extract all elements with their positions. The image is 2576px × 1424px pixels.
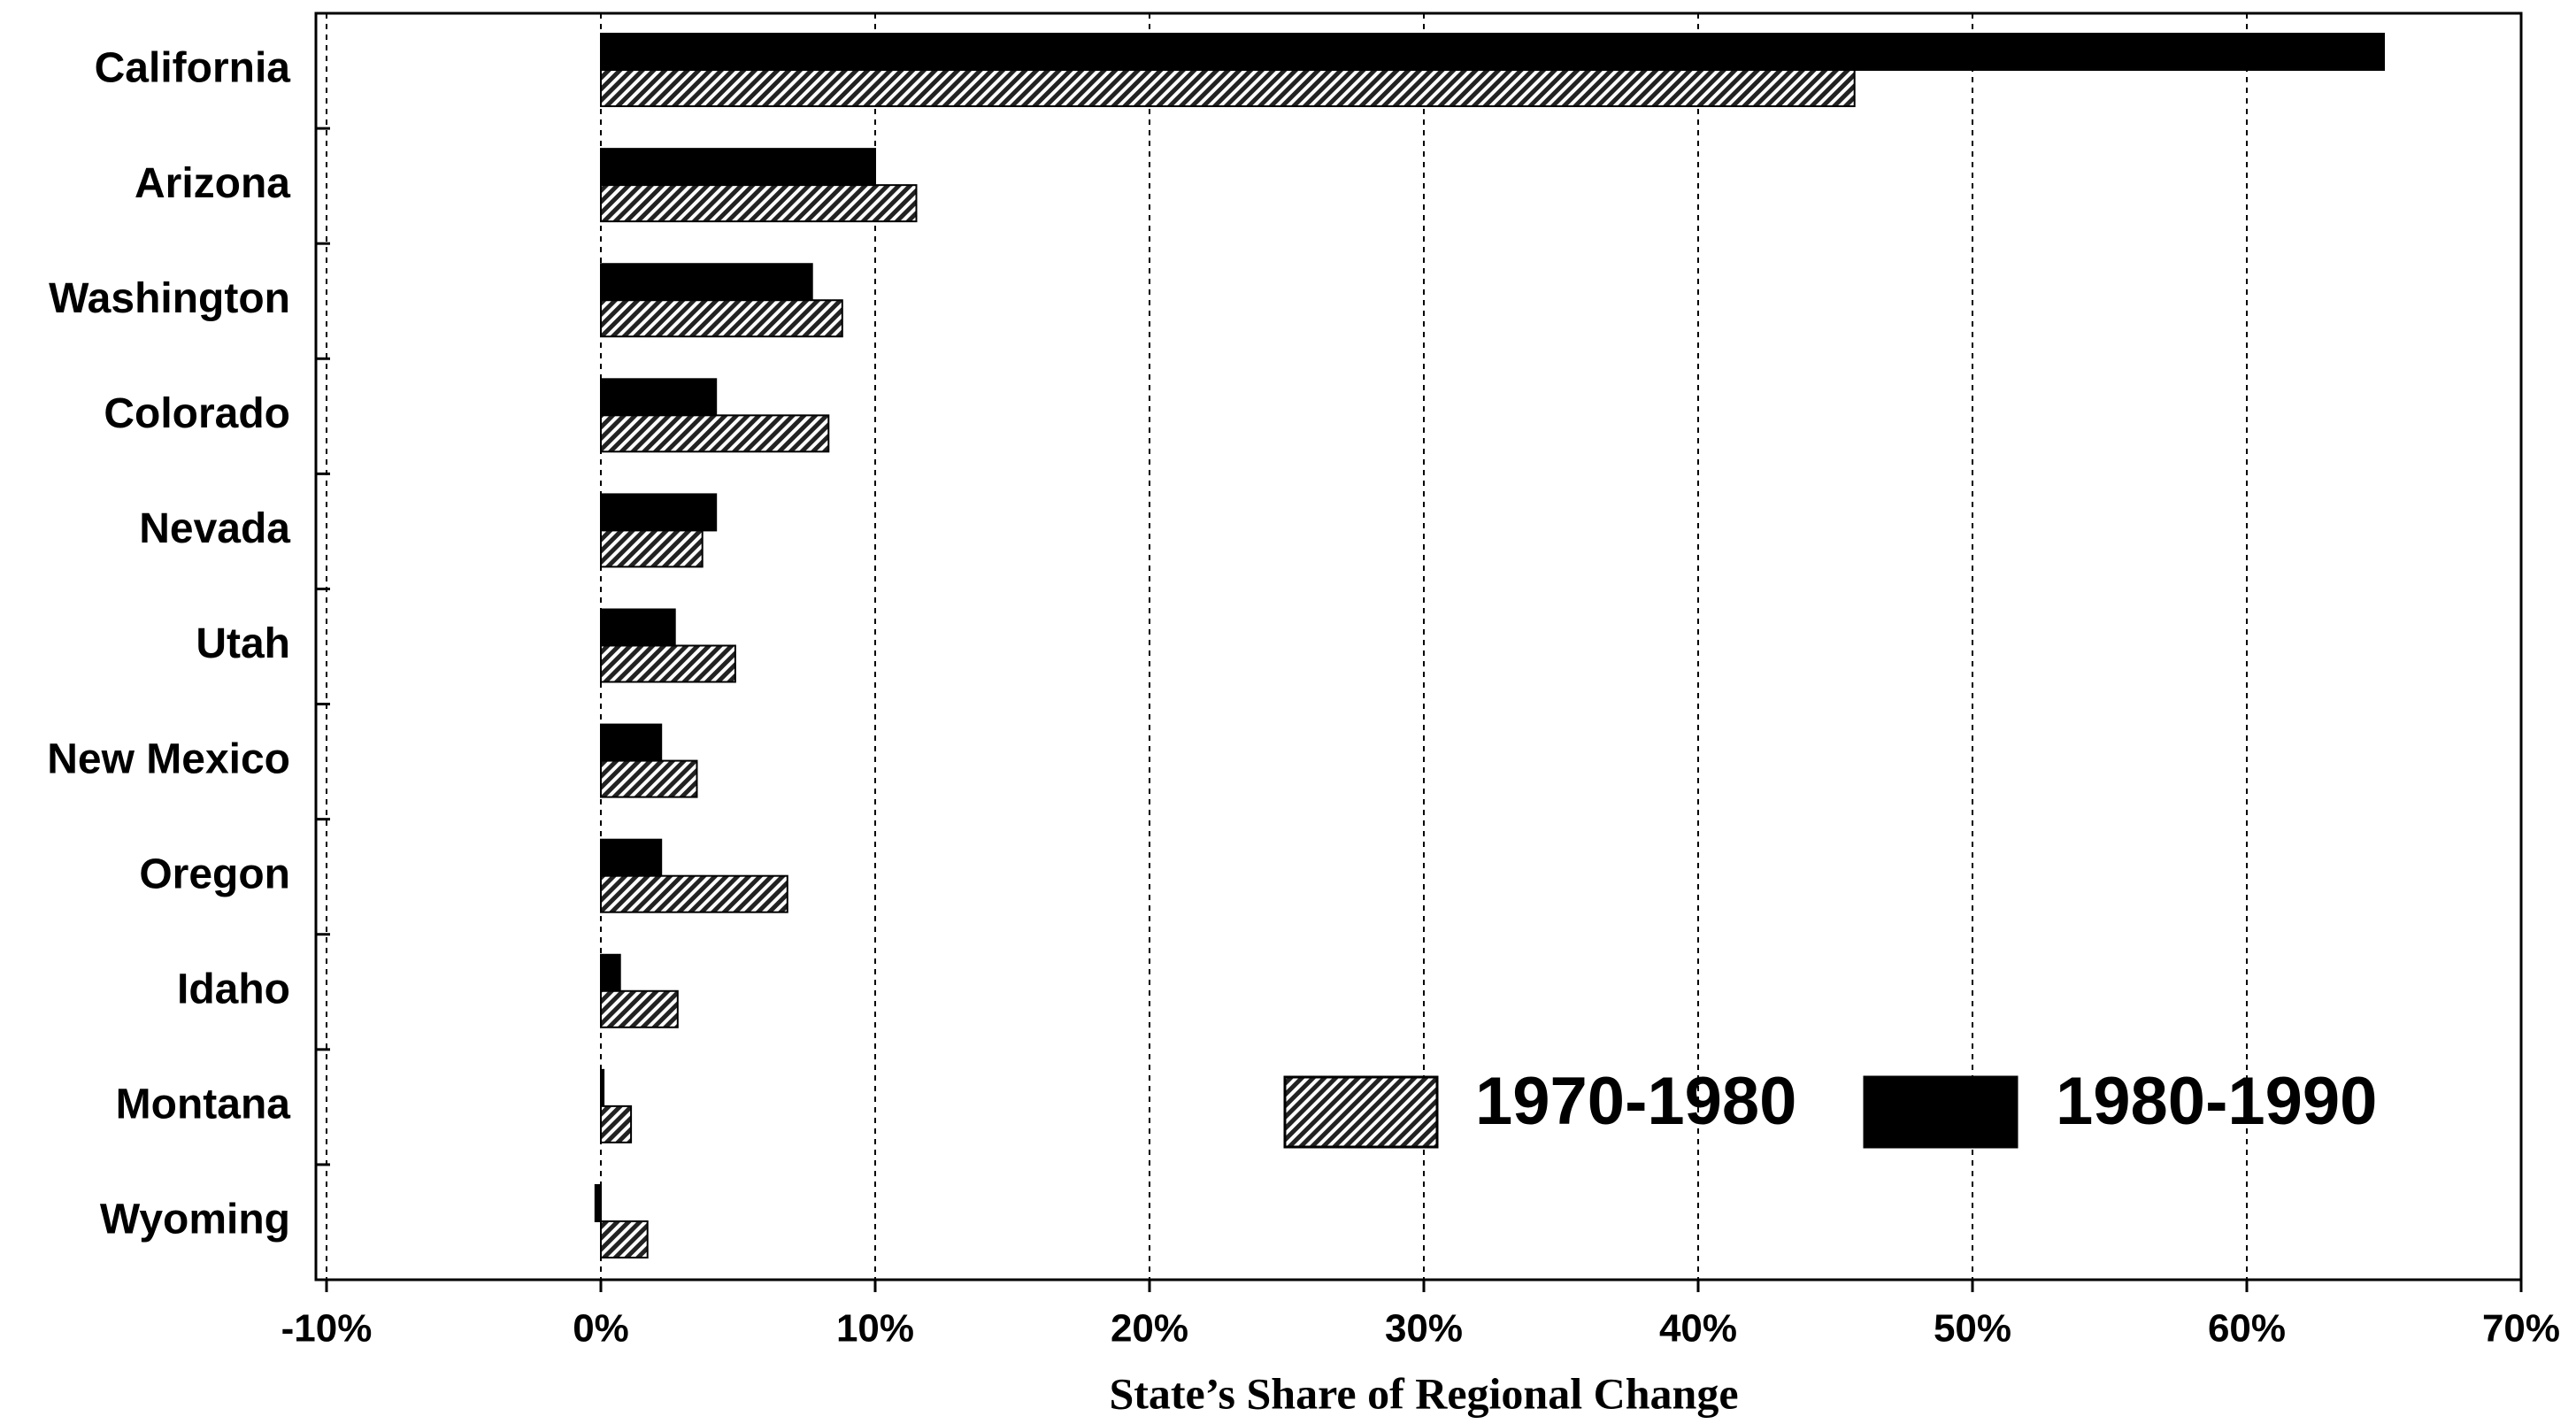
- bar: [600, 1068, 605, 1107]
- y-tick-label: California: [95, 45, 291, 92]
- y-tick-label: Utah: [196, 620, 290, 667]
- plot-frame: [314, 12, 2523, 1282]
- y-tick-label: New Mexico: [47, 735, 290, 782]
- x-tick-label: 40%: [1659, 1307, 1737, 1351]
- bar: [594, 1183, 602, 1222]
- bar: [600, 378, 718, 417]
- x-tick-label: 30%: [1385, 1307, 1463, 1351]
- legend-swatch: [1283, 1075, 1439, 1149]
- bar: [600, 148, 876, 187]
- bar: [600, 608, 676, 647]
- x-tick-label: 0%: [573, 1307, 629, 1351]
- bar: [600, 1220, 649, 1259]
- x-tick-label: -10%: [281, 1307, 373, 1351]
- bar: [600, 299, 843, 338]
- bar: [600, 723, 663, 762]
- bar: [600, 874, 788, 913]
- x-tick-label: 70%: [2482, 1307, 2560, 1351]
- bar: [600, 644, 736, 683]
- y-tick-label: Wyoming: [100, 1197, 290, 1243]
- bar: [600, 529, 704, 568]
- x-tick-label: 20%: [1111, 1307, 1188, 1351]
- x-axis-label: State’s Share of Regional Change: [1109, 1368, 1738, 1418]
- bar: [600, 493, 718, 532]
- y-tick-label: Nevada: [139, 505, 290, 552]
- bar: [600, 1105, 633, 1143]
- y-tick-label: Montana: [116, 1081, 291, 1128]
- legend-label: 1980-1990: [2056, 1064, 2377, 1139]
- bar: [600, 838, 663, 877]
- y-tick-label: Idaho: [177, 966, 290, 1012]
- legend-label: 1970-1980: [1475, 1064, 1796, 1139]
- legend-swatch: [1863, 1075, 2019, 1149]
- y-tick-label: Washington: [49, 275, 290, 322]
- x-tick-label: 10%: [836, 1307, 914, 1351]
- bar: [600, 414, 830, 453]
- bar: [600, 33, 2385, 72]
- bar: [600, 184, 918, 223]
- bar: [600, 69, 1856, 108]
- y-tick-label: Arizona: [135, 160, 290, 207]
- y-tick-label: Oregon: [139, 851, 290, 897]
- y-tick-label: Colorado: [104, 390, 290, 437]
- bar: [600, 989, 679, 1028]
- x-tick-label: 50%: [1934, 1307, 2011, 1351]
- bar: [600, 263, 813, 302]
- bar: [600, 759, 698, 798]
- bar: [600, 953, 621, 992]
- x-tick-label: 60%: [2208, 1307, 2286, 1351]
